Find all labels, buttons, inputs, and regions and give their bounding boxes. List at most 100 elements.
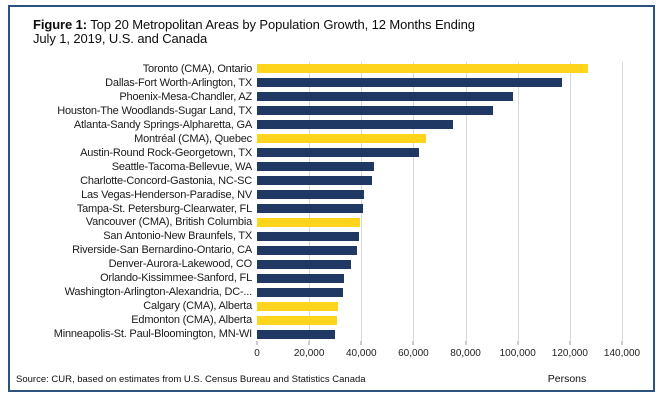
bar bbox=[257, 287, 344, 297]
bar bbox=[257, 120, 453, 130]
figure-title-line1: Top 20 Metropolitan Areas by Population … bbox=[87, 17, 475, 32]
bar-row: Orlando-Kissimmee-Sanford, FL bbox=[12, 271, 624, 285]
x-tick-label: 120,000 bbox=[551, 348, 588, 359]
axis-tick bbox=[621, 341, 623, 345]
x-tick-label: 60,000 bbox=[398, 348, 429, 359]
category-label: Washington-Arlington-Alexandria, DC-... bbox=[64, 286, 253, 299]
bar bbox=[257, 231, 359, 241]
bar-cell bbox=[257, 215, 622, 229]
category-label: Vancouver (CMA), British Columbia bbox=[85, 216, 252, 229]
category-label: Dallas-Fort Worth-Arlington, TX bbox=[105, 76, 252, 89]
bar-cell bbox=[257, 160, 622, 174]
bar-row: Washington-Arlington-Alexandria, DC-... bbox=[12, 285, 624, 299]
figure-frame: Figure 1: Top 20 Metropolitan Areas by P… bbox=[8, 5, 655, 392]
bar-row: Seattle-Tacoma-Bellevue, WA bbox=[12, 160, 624, 174]
x-tick-label: 40,000 bbox=[345, 348, 377, 359]
category-label: Montréal (CMA), Quebec bbox=[134, 132, 252, 145]
bar-row: Vancouver (CMA), British Columbia bbox=[12, 215, 624, 229]
bar-row: Las Vegas-Henderson-Paradise, NV bbox=[12, 188, 624, 202]
gridline bbox=[413, 62, 415, 341]
bar-row: Edmonton (CMA), Alberta bbox=[12, 313, 624, 327]
axis-tick bbox=[569, 341, 571, 345]
x-axis-title: Persons bbox=[547, 373, 587, 385]
gridline bbox=[517, 62, 519, 341]
bar-cell bbox=[257, 229, 622, 243]
bar bbox=[257, 78, 563, 88]
bar-row: Calgary (CMA), Alberta bbox=[12, 299, 624, 313]
bar bbox=[257, 329, 336, 339]
bar-row: Dallas-Fort Worth-Arlington, TX bbox=[12, 76, 624, 90]
x-tick-label: 20,000 bbox=[293, 348, 325, 359]
axis-tick bbox=[308, 341, 310, 345]
category-label: Phoenix-Mesa-Chandler, AZ bbox=[119, 90, 252, 103]
axis-tick bbox=[256, 341, 258, 345]
x-tick-label: 100,000 bbox=[499, 348, 536, 359]
bar-row: Montréal (CMA), Quebec bbox=[12, 132, 624, 146]
bar bbox=[257, 315, 337, 325]
bar-cell bbox=[257, 174, 622, 188]
category-label: Las Vegas-Henderson-Paradise, NV bbox=[81, 188, 252, 201]
bar bbox=[257, 217, 360, 227]
bar-cell bbox=[257, 118, 622, 132]
bar-cell bbox=[257, 299, 622, 313]
bar-row: Riverside-San Bernardino-Ontario, CA bbox=[12, 243, 624, 257]
bar bbox=[257, 176, 372, 186]
bar-row: Phoenix-Mesa-Chandler, AZ bbox=[12, 90, 624, 104]
axis-tick bbox=[517, 341, 519, 345]
category-label: Minneapolis-St. Paul-Bloomington, MN-WI bbox=[53, 328, 252, 341]
bar-cell bbox=[257, 257, 622, 271]
bar-row: Denver-Aurora-Lakewood, CO bbox=[12, 257, 624, 271]
figure-number-label: Figure 1: bbox=[33, 17, 87, 32]
bar bbox=[257, 148, 419, 158]
bar bbox=[257, 245, 358, 255]
bar bbox=[257, 162, 375, 172]
category-label: Houston-The Woodlands-Sugar Land, TX bbox=[57, 104, 252, 117]
plot-gridlines bbox=[257, 62, 623, 341]
bar-cell bbox=[257, 243, 622, 257]
gridline bbox=[309, 62, 311, 341]
bar-cell bbox=[257, 188, 622, 202]
category-label: Riverside-San Bernardino-Ontario, CA bbox=[72, 244, 252, 257]
bar-row: San Antonio-New Braunfels, TX bbox=[12, 229, 624, 243]
x-tick-label: 0 bbox=[254, 348, 260, 359]
bar-row: Toronto (CMA), Ontario bbox=[12, 62, 624, 76]
axis-tick bbox=[412, 341, 414, 345]
x-tick-label: 80,000 bbox=[450, 348, 481, 359]
source-note: Source: CUR, based on estimates from U.S… bbox=[16, 374, 366, 385]
x-axis: 0 20,000 40,000 60,000 80,000 100,000 120,000 1… bbox=[254, 341, 640, 365]
axis-tick bbox=[360, 341, 362, 345]
bar bbox=[257, 134, 427, 144]
x-tick-label: 140,000 bbox=[603, 348, 641, 359]
bar-row: Austin-Round Rock-Georgetown, TX bbox=[12, 146, 624, 160]
bar-cell bbox=[257, 202, 622, 216]
bar bbox=[257, 273, 345, 283]
category-label: San Antonio-New Braunfels, TX bbox=[103, 230, 252, 243]
bar-cell bbox=[257, 132, 622, 146]
figure-title-line2: July 1, 2019, U.S. and Canada bbox=[33, 31, 208, 46]
gridline bbox=[569, 62, 571, 341]
gridline bbox=[361, 62, 363, 341]
bar-cell bbox=[257, 327, 622, 341]
bar-cell bbox=[257, 271, 622, 285]
gridline bbox=[465, 62, 467, 341]
bar-cell bbox=[257, 313, 622, 327]
bar-cell bbox=[257, 104, 622, 118]
bar bbox=[257, 259, 351, 269]
category-label: Calgary (CMA), Alberta bbox=[143, 300, 252, 313]
bar-cell bbox=[257, 76, 622, 90]
category-label: Edmonton (CMA), Alberta bbox=[131, 314, 252, 327]
bar-row: Tampa-St. Petersburg-Clearwater, FL bbox=[12, 202, 624, 216]
category-label: Seattle-Tacoma-Bellevue, WA bbox=[111, 160, 253, 173]
bar-cell bbox=[257, 146, 622, 160]
figure-title: Figure 1: Top 20 Metropolitan Areas by P… bbox=[33, 18, 613, 46]
bar-cell bbox=[257, 285, 622, 299]
category-label: Orlando-Kissimmee-Sanford, FL bbox=[100, 272, 252, 285]
bar-rows: Toronto (CMA), Ontario Dallas-Fort Worth-… bbox=[12, 62, 624, 341]
category-label: Austin-Round Rock-Georgetown, TX bbox=[80, 146, 252, 159]
bar-row: Charlotte-Concord-Gastonia, NC-SC bbox=[12, 174, 624, 188]
category-label: Charlotte-Concord-Gastonia, NC-SC bbox=[80, 174, 252, 187]
category-label: Toronto (CMA), Ontario bbox=[142, 62, 253, 75]
category-label: Atlanta-Sandy Springs-Alpharetta, GA bbox=[73, 118, 252, 131]
category-label: Denver-Aurora-Lakewood, CO bbox=[108, 258, 253, 271]
